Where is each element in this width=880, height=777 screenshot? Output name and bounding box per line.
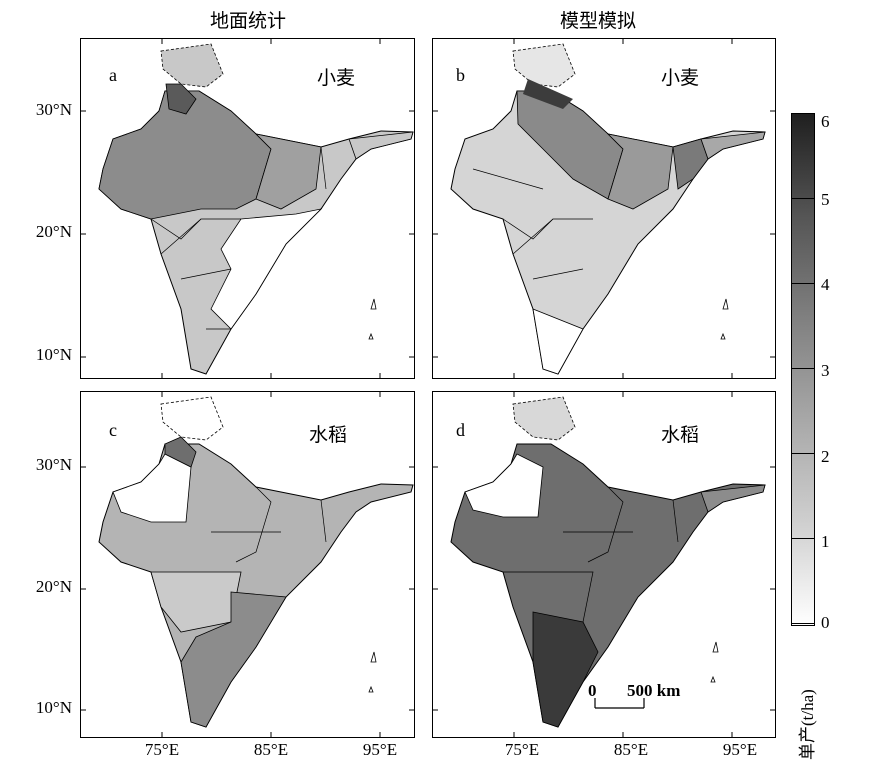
map-b — [433, 39, 775, 378]
panel-d-rice-model: d 水稻 0 500 km — [432, 391, 776, 738]
colorbar-tick-lines — [792, 114, 814, 625]
lat-label-20n-top: 20°N — [35, 222, 72, 241]
colorbar-tick-3: 3 — [821, 361, 830, 380]
colorbar-tick-4: 4 — [821, 275, 830, 294]
colorbar-unit-label: 单产(t/ha) — [798, 689, 817, 760]
lat-label-10n-top: 10°N — [35, 345, 72, 364]
panel-c-crop: 水稻 — [309, 425, 348, 446]
panel-b-crop: 小麦 — [661, 68, 700, 89]
lon-label-75e-left: 75°E — [144, 740, 180, 759]
scale-bar-end: 500 km — [627, 681, 681, 700]
lon-label-95e-right: 95°E — [722, 740, 758, 759]
scale-bar-start: 0 — [588, 681, 597, 700]
column-title-model: 模型模拟 — [559, 11, 636, 32]
lon-label-85e-right: 85°E — [613, 740, 649, 759]
panel-a-letter: a — [109, 65, 117, 85]
lon-label-95e-left: 95°E — [362, 740, 398, 759]
lon-label-85e-left: 85°E — [253, 740, 289, 759]
panel-a-crop: 小麦 — [317, 68, 356, 89]
panel-c-letter: c — [109, 420, 117, 440]
map-a — [81, 39, 414, 378]
colorbar-tick-1: 1 — [821, 532, 830, 551]
lat-label-30n-bottom: 30°N — [35, 455, 72, 474]
colorbar-tick-2: 2 — [821, 447, 830, 466]
colorbar-tick-6: 6 — [821, 112, 830, 131]
panel-a-wheat-statistics: a 小麦 — [80, 38, 415, 379]
scale-bar — [594, 698, 645, 709]
colorbar-tick-5: 5 — [821, 190, 830, 209]
lat-label-20n-bottom: 20°N — [35, 577, 72, 596]
map-c — [81, 392, 414, 737]
lon-label-75e-right: 75°E — [504, 740, 540, 759]
colorbar — [791, 113, 815, 626]
panel-b-wheat-model: b 小麦 — [432, 38, 776, 379]
panel-d-crop: 水稻 — [661, 425, 700, 446]
lat-label-10n-bottom: 10°N — [35, 698, 72, 717]
colorbar-tick-0: 0 — [821, 613, 830, 632]
panel-b-letter: b — [456, 65, 465, 85]
panel-c-rice-statistics: c 水稻 — [80, 391, 415, 738]
map-d — [433, 392, 775, 737]
column-title-statistics: 地面统计 — [209, 11, 286, 32]
lat-label-30n-top: 30°N — [35, 100, 72, 119]
panel-d-letter: d — [456, 420, 465, 440]
